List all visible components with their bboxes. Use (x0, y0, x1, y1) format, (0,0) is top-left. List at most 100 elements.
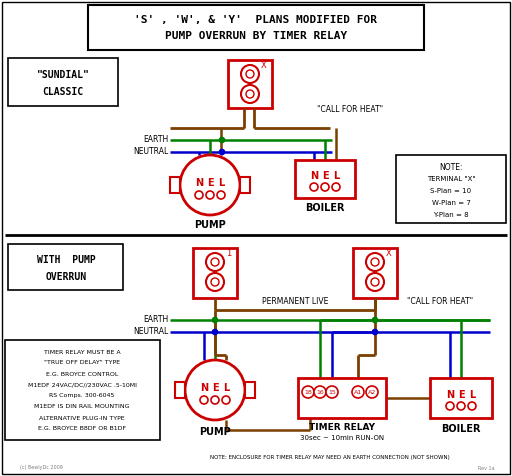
Text: OVERRUN: OVERRUN (46, 272, 87, 282)
Text: X: X (261, 60, 267, 69)
Text: PERMANENT LIVE: PERMANENT LIVE (262, 298, 328, 307)
Circle shape (332, 183, 340, 191)
Circle shape (366, 273, 384, 291)
Circle shape (373, 317, 377, 323)
Bar (353, 248, 397, 298)
Text: L: L (218, 178, 224, 188)
Text: X: X (386, 248, 392, 258)
Bar (88, 5, 424, 50)
Text: E.G. BROYCE CONTROL: E.G. BROYCE CONTROL (46, 371, 118, 377)
Text: 18: 18 (304, 389, 312, 395)
Bar (295, 160, 355, 198)
Circle shape (211, 258, 219, 266)
Circle shape (310, 183, 318, 191)
Text: NOTE: ENCLOSURE FOR TIMER RELAY MAY NEED AN EARTH CONNECTION (NOT SHOWN): NOTE: ENCLOSURE FOR TIMER RELAY MAY NEED… (210, 456, 450, 460)
Text: PUMP: PUMP (194, 220, 226, 230)
Text: BOILER: BOILER (305, 203, 345, 213)
Circle shape (180, 155, 240, 215)
Bar (170, 177, 180, 193)
Text: E: E (207, 178, 214, 188)
Text: L: L (333, 171, 339, 181)
Circle shape (211, 278, 219, 286)
Text: BOILER: BOILER (441, 424, 481, 434)
Text: NOTE:: NOTE: (439, 162, 463, 171)
Text: "TRUE OFF DELAY" TYPE: "TRUE OFF DELAY" TYPE (44, 360, 120, 366)
Text: "CALL FOR HEAT": "CALL FOR HEAT" (317, 106, 383, 115)
Text: 16: 16 (316, 389, 324, 395)
Text: EARTH: EARTH (143, 136, 168, 145)
Bar (240, 177, 250, 193)
Text: ALTERNATIVE PLUG-IN TYPE: ALTERNATIVE PLUG-IN TYPE (39, 416, 125, 420)
Circle shape (246, 90, 254, 98)
Bar (298, 378, 386, 418)
Circle shape (326, 386, 338, 398)
Circle shape (366, 253, 384, 271)
Circle shape (246, 70, 254, 78)
Text: L: L (469, 390, 475, 400)
Text: E: E (322, 171, 328, 181)
Text: "SUNDIAL": "SUNDIAL" (36, 70, 90, 80)
Text: TIMER RELAY MUST BE A: TIMER RELAY MUST BE A (44, 349, 120, 355)
Circle shape (206, 191, 214, 199)
Circle shape (321, 183, 329, 191)
Circle shape (200, 396, 208, 404)
Circle shape (366, 386, 378, 398)
Bar (8, 244, 123, 290)
Circle shape (206, 273, 224, 291)
Circle shape (195, 191, 203, 199)
Circle shape (446, 402, 454, 410)
Text: RS Comps. 300-6045: RS Comps. 300-6045 (49, 394, 115, 398)
Bar (8, 58, 118, 106)
Text: N: N (446, 390, 454, 400)
Text: A2: A2 (368, 389, 376, 395)
Circle shape (222, 396, 230, 404)
Bar (175, 382, 185, 398)
Circle shape (220, 149, 224, 155)
Circle shape (457, 402, 465, 410)
Circle shape (212, 317, 218, 323)
Circle shape (468, 402, 476, 410)
Text: L: L (223, 383, 229, 393)
Circle shape (314, 386, 326, 398)
Text: NEUTRAL: NEUTRAL (133, 327, 168, 337)
Circle shape (371, 278, 379, 286)
Text: TERMINAL "X": TERMINAL "X" (426, 176, 475, 182)
Circle shape (211, 396, 219, 404)
Bar (228, 60, 272, 108)
Text: E.G. BROYCE B8DF OR B1DF: E.G. BROYCE B8DF OR B1DF (38, 426, 126, 432)
Text: N: N (195, 178, 203, 188)
Text: PUMP OVERRUN BY TIMER RELAY: PUMP OVERRUN BY TIMER RELAY (165, 31, 347, 41)
Text: 15: 15 (328, 389, 336, 395)
Bar (396, 155, 506, 223)
Text: A1: A1 (354, 389, 362, 395)
Text: (c) BewlyDc 2009: (c) BewlyDc 2009 (20, 466, 63, 470)
Text: S-Plan = 10: S-Plan = 10 (431, 188, 472, 194)
Text: EARTH: EARTH (143, 316, 168, 325)
Text: 1: 1 (226, 248, 231, 258)
Circle shape (212, 329, 218, 335)
Circle shape (371, 258, 379, 266)
Text: W-Plan = 7: W-Plan = 7 (432, 200, 471, 206)
Text: E: E (458, 390, 464, 400)
Text: N: N (200, 383, 208, 393)
Text: WITH  PUMP: WITH PUMP (37, 255, 95, 265)
Bar (430, 378, 492, 418)
Text: Y-Plan = 8: Y-Plan = 8 (433, 212, 469, 218)
Circle shape (302, 386, 314, 398)
Text: 30sec ~ 10min RUN-ON: 30sec ~ 10min RUN-ON (300, 435, 384, 441)
Circle shape (373, 329, 377, 335)
Text: "CALL FOR HEAT": "CALL FOR HEAT" (407, 298, 473, 307)
Bar (193, 248, 237, 298)
Text: PUMP: PUMP (199, 427, 231, 437)
Text: M1EDF 24VAC/DC//230VAC .5-10MI: M1EDF 24VAC/DC//230VAC .5-10MI (28, 383, 137, 387)
Circle shape (206, 253, 224, 271)
Circle shape (185, 360, 245, 420)
Text: Rev 1a: Rev 1a (478, 466, 495, 470)
Circle shape (217, 191, 225, 199)
Text: TIMER RELAY: TIMER RELAY (309, 424, 375, 433)
Text: E: E (211, 383, 218, 393)
Circle shape (220, 138, 224, 142)
Text: 'S' , 'W', & 'Y'  PLANS MODIFIED FOR: 'S' , 'W', & 'Y' PLANS MODIFIED FOR (135, 15, 377, 25)
Text: NEUTRAL: NEUTRAL (133, 148, 168, 157)
Circle shape (241, 65, 259, 83)
